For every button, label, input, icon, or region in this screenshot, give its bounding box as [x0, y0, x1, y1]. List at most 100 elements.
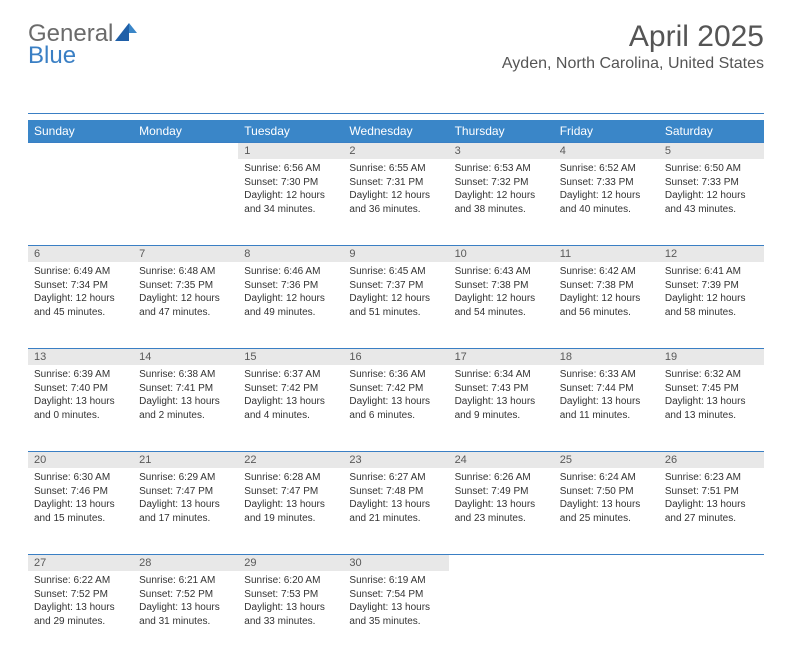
day-content [28, 159, 133, 166]
sunrise-text: Sunrise: 6:39 AM [34, 368, 127, 382]
calendar-daynum-row: 12345 [28, 142, 764, 159]
day-number-empty [449, 554, 554, 571]
day-content: Sunrise: 6:30 AMSunset: 7:46 PMDaylight:… [28, 468, 133, 529]
calendar-table: SundayMondayTuesdayWednesdayThursdayFrid… [28, 120, 764, 657]
calendar-daynum-row: 13141516171819 [28, 348, 764, 365]
sunrise-text: Sunrise: 6:38 AM [139, 368, 232, 382]
sunrise-text: Sunrise: 6:36 AM [349, 368, 442, 382]
day-content: Sunrise: 6:41 AMSunset: 7:39 PMDaylight:… [659, 262, 764, 323]
day-number: 6 [28, 245, 133, 262]
weekday-header: Monday [133, 120, 238, 142]
calendar-content-row: Sunrise: 6:56 AMSunset: 7:30 PMDaylight:… [28, 159, 764, 245]
sunset-text: Sunset: 7:35 PM [139, 279, 232, 293]
day-content: Sunrise: 6:22 AMSunset: 7:52 PMDaylight:… [28, 571, 133, 632]
daylight-text: Daylight: 12 hours and 40 minutes. [560, 189, 653, 216]
title-block: April 2025 Ayden, North Carolina, United… [502, 20, 764, 73]
sunset-text: Sunset: 7:54 PM [349, 588, 442, 602]
sunrise-text: Sunrise: 6:23 AM [665, 471, 758, 485]
brand-word-blue: Blue [28, 42, 76, 70]
day-content: Sunrise: 6:21 AMSunset: 7:52 PMDaylight:… [133, 571, 238, 632]
calendar-content-row: Sunrise: 6:22 AMSunset: 7:52 PMDaylight:… [28, 571, 764, 657]
sunset-text: Sunset: 7:38 PM [455, 279, 548, 293]
sunrise-text: Sunrise: 6:19 AM [349, 574, 442, 588]
sunrise-text: Sunrise: 6:53 AM [455, 162, 548, 176]
day-number: 5 [659, 142, 764, 159]
daylight-text: Daylight: 12 hours and 34 minutes. [244, 189, 337, 216]
day-number: 1 [238, 142, 343, 159]
sunset-text: Sunset: 7:33 PM [560, 176, 653, 190]
day-number: 29 [238, 554, 343, 571]
sunrise-text: Sunrise: 6:22 AM [34, 574, 127, 588]
daylight-text: Daylight: 13 hours and 27 minutes. [665, 498, 758, 525]
sunrise-text: Sunrise: 6:33 AM [560, 368, 653, 382]
sunset-text: Sunset: 7:53 PM [244, 588, 337, 602]
sunset-text: Sunset: 7:30 PM [244, 176, 337, 190]
day-number: 12 [659, 245, 764, 262]
sunrise-text: Sunrise: 6:49 AM [34, 265, 127, 279]
day-content [133, 159, 238, 166]
sunrise-text: Sunrise: 6:52 AM [560, 162, 653, 176]
daylight-text: Daylight: 13 hours and 25 minutes. [560, 498, 653, 525]
sunrise-text: Sunrise: 6:24 AM [560, 471, 653, 485]
sunset-text: Sunset: 7:45 PM [665, 382, 758, 396]
day-number: 23 [343, 451, 448, 468]
calendar-daynum-row: 6789101112 [28, 245, 764, 262]
sunrise-text: Sunrise: 6:41 AM [665, 265, 758, 279]
day-content: Sunrise: 6:42 AMSunset: 7:38 PMDaylight:… [554, 262, 659, 323]
day-number: 28 [133, 554, 238, 571]
header-accent-line [28, 113, 764, 114]
daylight-text: Daylight: 13 hours and 2 minutes. [139, 395, 232, 422]
sunrise-text: Sunrise: 6:46 AM [244, 265, 337, 279]
daylight-text: Daylight: 12 hours and 43 minutes. [665, 189, 758, 216]
sunrise-text: Sunrise: 6:45 AM [349, 265, 442, 279]
sunset-text: Sunset: 7:50 PM [560, 485, 653, 499]
day-content: Sunrise: 6:37 AMSunset: 7:42 PMDaylight:… [238, 365, 343, 426]
sunset-text: Sunset: 7:34 PM [34, 279, 127, 293]
sunset-text: Sunset: 7:36 PM [244, 279, 337, 293]
day-number: 22 [238, 451, 343, 468]
calendar-daynum-row: 27282930 [28, 554, 764, 571]
daylight-text: Daylight: 13 hours and 0 minutes. [34, 395, 127, 422]
weekday-header: Sunday [28, 120, 133, 142]
daylight-text: Daylight: 12 hours and 38 minutes. [455, 189, 548, 216]
calendar-content-row: Sunrise: 6:30 AMSunset: 7:46 PMDaylight:… [28, 468, 764, 554]
sunset-text: Sunset: 7:47 PM [244, 485, 337, 499]
weekday-header: Saturday [659, 120, 764, 142]
sunrise-text: Sunrise: 6:48 AM [139, 265, 232, 279]
day-number: 8 [238, 245, 343, 262]
daylight-text: Daylight: 13 hours and 17 minutes. [139, 498, 232, 525]
daylight-text: Daylight: 13 hours and 4 minutes. [244, 395, 337, 422]
weekday-header: Wednesday [343, 120, 448, 142]
day-number: 9 [343, 245, 448, 262]
daylight-text: Daylight: 12 hours and 51 minutes. [349, 292, 442, 319]
sunset-text: Sunset: 7:38 PM [560, 279, 653, 293]
day-content [554, 571, 659, 578]
sunrise-text: Sunrise: 6:32 AM [665, 368, 758, 382]
day-content: Sunrise: 6:28 AMSunset: 7:47 PMDaylight:… [238, 468, 343, 529]
sunrise-text: Sunrise: 6:30 AM [34, 471, 127, 485]
brand-mark-icon [115, 20, 137, 48]
sunset-text: Sunset: 7:44 PM [560, 382, 653, 396]
day-content: Sunrise: 6:45 AMSunset: 7:37 PMDaylight:… [343, 262, 448, 323]
day-number: 7 [133, 245, 238, 262]
day-number: 4 [554, 142, 659, 159]
day-content: Sunrise: 6:23 AMSunset: 7:51 PMDaylight:… [659, 468, 764, 529]
calendar-daynum-row: 20212223242526 [28, 451, 764, 468]
day-content: Sunrise: 6:29 AMSunset: 7:47 PMDaylight:… [133, 468, 238, 529]
sunrise-text: Sunrise: 6:42 AM [560, 265, 653, 279]
daylight-text: Daylight: 12 hours and 45 minutes. [34, 292, 127, 319]
calendar-page: General April 2025 Ayden, North Carolina… [0, 0, 792, 612]
daylight-text: Daylight: 13 hours and 13 minutes. [665, 395, 758, 422]
day-number: 25 [554, 451, 659, 468]
day-number: 15 [238, 348, 343, 365]
day-number: 26 [659, 451, 764, 468]
weekday-header: Friday [554, 120, 659, 142]
sunset-text: Sunset: 7:51 PM [665, 485, 758, 499]
daylight-text: Daylight: 13 hours and 15 minutes. [34, 498, 127, 525]
sunset-text: Sunset: 7:49 PM [455, 485, 548, 499]
day-number: 13 [28, 348, 133, 365]
sunset-text: Sunset: 7:52 PM [34, 588, 127, 602]
sunrise-text: Sunrise: 6:21 AM [139, 574, 232, 588]
sunset-text: Sunset: 7:47 PM [139, 485, 232, 499]
day-content: Sunrise: 6:50 AMSunset: 7:33 PMDaylight:… [659, 159, 764, 220]
